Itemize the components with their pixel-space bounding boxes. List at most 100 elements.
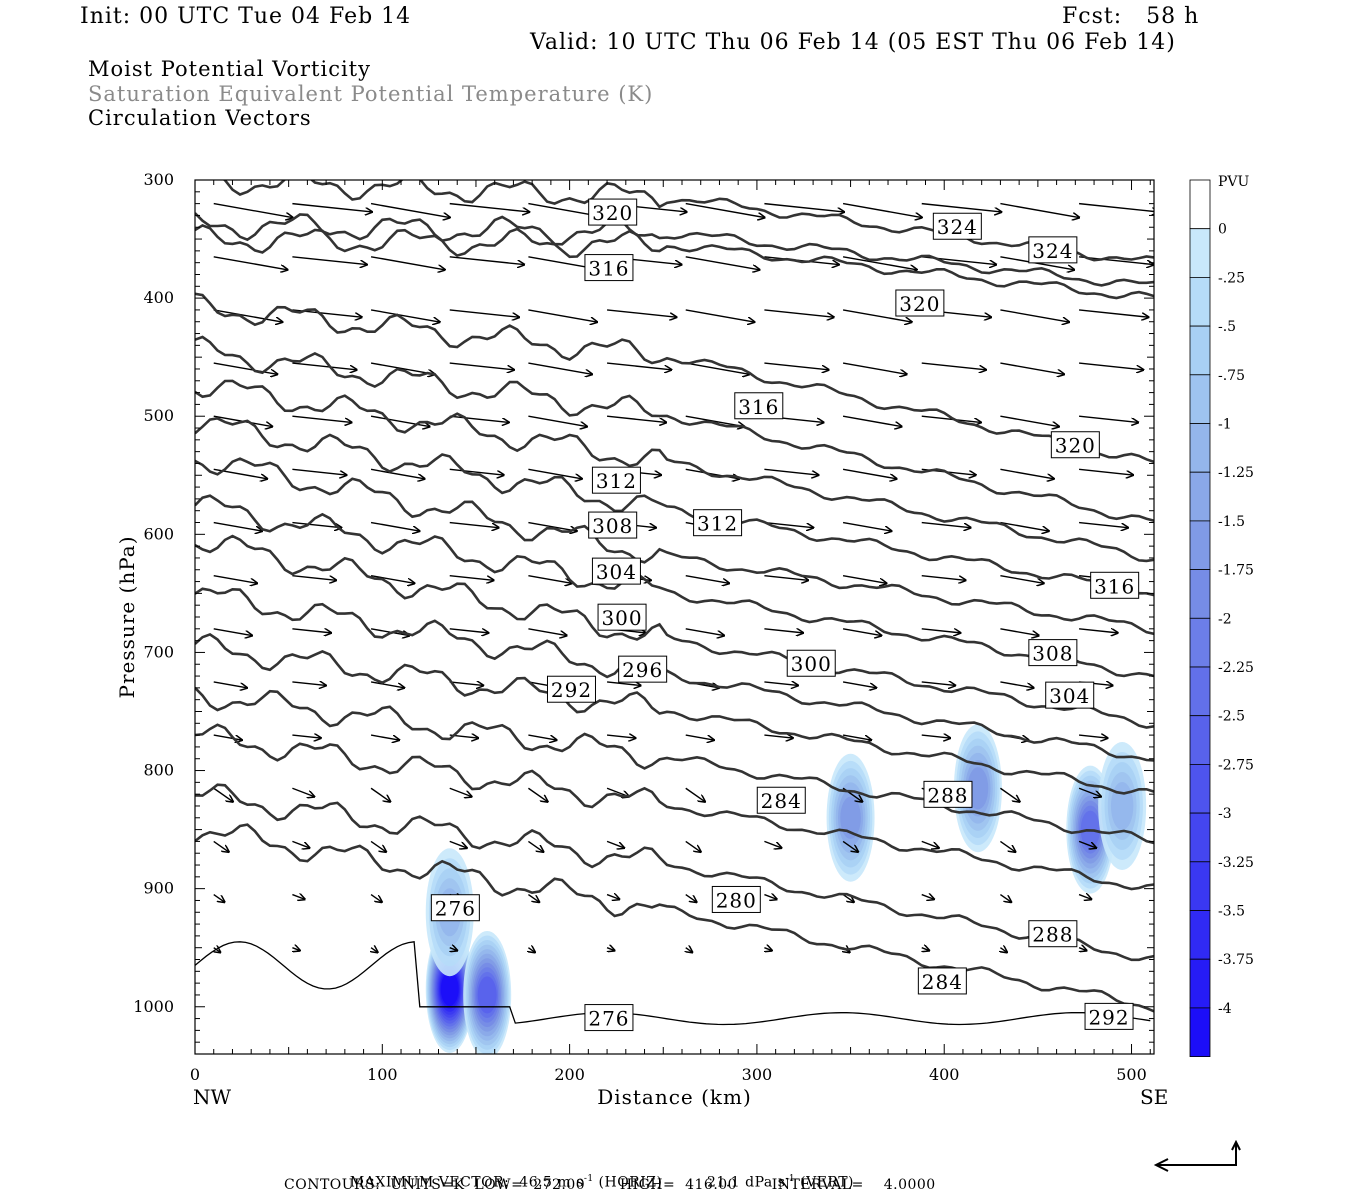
max-vector-vert-text: (HORIZ) 21.1 dPa s (593, 1174, 786, 1191)
units-exponent: -1 (583, 1174, 594, 1184)
contour-label-box (584, 1004, 634, 1032)
circulation-vector (764, 948, 771, 951)
circulation-vector (213, 202, 293, 218)
circulation-vector (685, 202, 765, 218)
circulation-vector (764, 682, 798, 686)
axis-labels: 0 100 200 300 400 500 300 400 500 600 700 800 900 100… (115, 170, 1168, 1109)
circulation-vector (528, 948, 535, 953)
circulation-vector (842, 628, 881, 636)
circulation-vector (292, 895, 304, 900)
circulation-vector (1079, 521, 1128, 528)
contour-label-box (430, 894, 480, 922)
circulation-vector (842, 309, 912, 322)
circulation-vector (1000, 521, 1048, 532)
circulation-vector (213, 362, 278, 374)
contour-label-box (584, 254, 634, 282)
circulation-vector (528, 787, 547, 801)
circulation-vector (1079, 735, 1107, 738)
contour-label: 324 (937, 215, 978, 239)
pv-shade (1110, 781, 1134, 830)
circulation-vector (528, 734, 556, 740)
circulation-vector (213, 256, 288, 270)
contour-label: 312 (697, 512, 738, 536)
colorbar-swatch (1189, 666, 1211, 717)
circulation-vector (686, 948, 693, 953)
colorbar-unit: PVU (1218, 174, 1250, 190)
circulation-vector (1079, 202, 1154, 212)
field-title-mpv: Moist Potential Vorticity (88, 57, 371, 81)
contour-label-box (693, 509, 743, 537)
colorbar-label: -4 (1218, 1001, 1232, 1017)
circulation-vector (842, 202, 922, 218)
circulation-vector (1079, 309, 1148, 317)
x-tick-label: 100 (367, 1065, 398, 1084)
circulation-vector (213, 840, 229, 851)
theta-es-contour (195, 494, 1154, 678)
contour-label: 288 (927, 783, 968, 807)
contour-label: 316 (1094, 574, 1135, 598)
circulation-vector (685, 893, 697, 903)
circulation-vector (449, 309, 519, 317)
contour-label-box (932, 212, 982, 240)
contour-label-box (1084, 1002, 1134, 1030)
contour-label: 280 (716, 888, 757, 912)
circulation-vector (842, 840, 858, 851)
contour-label: 288 (1032, 923, 1073, 947)
colorbar-label: -2.75 (1218, 757, 1254, 773)
circulation-vector (1000, 628, 1038, 636)
circulation-vector (370, 309, 440, 322)
contour-label-box (917, 967, 967, 995)
circulation-vector (921, 735, 950, 738)
contour-label: 276 (588, 1007, 629, 1031)
circulation-vector (213, 628, 252, 636)
circulation-vector (528, 362, 592, 374)
colorbar-label: -3 (1218, 806, 1232, 822)
circulation-vector (764, 202, 844, 212)
y-axis-label: Pressure (hPa) (115, 536, 139, 699)
theta-es-contour (195, 534, 1154, 729)
contour-label: 304 (596, 560, 637, 584)
valid-time: Valid: 10 UTC Thu 06 Feb 14 (05 EST Thu … (530, 30, 1176, 55)
colorbar-swatch (1189, 325, 1211, 376)
circulation-vector (292, 574, 336, 581)
circulation-vector (292, 682, 326, 686)
circulation-vector (370, 415, 430, 426)
theta-es-contour (195, 723, 1154, 891)
circulation-vector (213, 574, 257, 584)
circulation-vector (685, 787, 705, 801)
colorbar-swatch (1189, 715, 1211, 765)
colorbar-swatch (1189, 764, 1211, 814)
circulation-vector (528, 574, 571, 584)
pv-shade (440, 972, 459, 1006)
circulation-vector (370, 734, 399, 740)
theta-es-contour (195, 335, 1154, 522)
max-vector-note: MAXIMUM VECTOR: 46.5 m s-1 (HORIZ) 21.1 … (340, 1158, 854, 1191)
circulation-vector (1000, 309, 1069, 322)
circulation-vector (449, 202, 530, 212)
circulation-vector (292, 948, 299, 951)
contour-label-box (546, 675, 596, 703)
circulation-vectors (213, 202, 1154, 953)
circulation-vector (1078, 787, 1101, 796)
contour-label-box (786, 649, 836, 677)
theta-es-contour (195, 823, 1154, 1013)
circulation-vector (842, 468, 896, 478)
circulation-vector (764, 840, 781, 848)
colorbar-label: -2 (1218, 611, 1232, 627)
circulation-vector (607, 948, 614, 951)
circulation-vector (449, 574, 494, 581)
theta-es-contour (195, 457, 1154, 636)
init-time: Init: 00 UTC Tue 04 Feb 14 (80, 4, 412, 29)
circulation-vector (528, 521, 576, 532)
circulation-vector (685, 840, 701, 851)
theta-es-contour (195, 417, 1154, 597)
circulation-vector (764, 521, 813, 528)
circulation-vector (842, 256, 917, 270)
circulation-vector (922, 948, 929, 951)
pv-shade (840, 796, 861, 839)
circulation-vector (842, 681, 876, 688)
contour-label-box (1045, 681, 1095, 709)
theta-es-contour (195, 223, 1154, 300)
circulation-vector (370, 468, 424, 478)
circulation-vector (370, 574, 414, 584)
